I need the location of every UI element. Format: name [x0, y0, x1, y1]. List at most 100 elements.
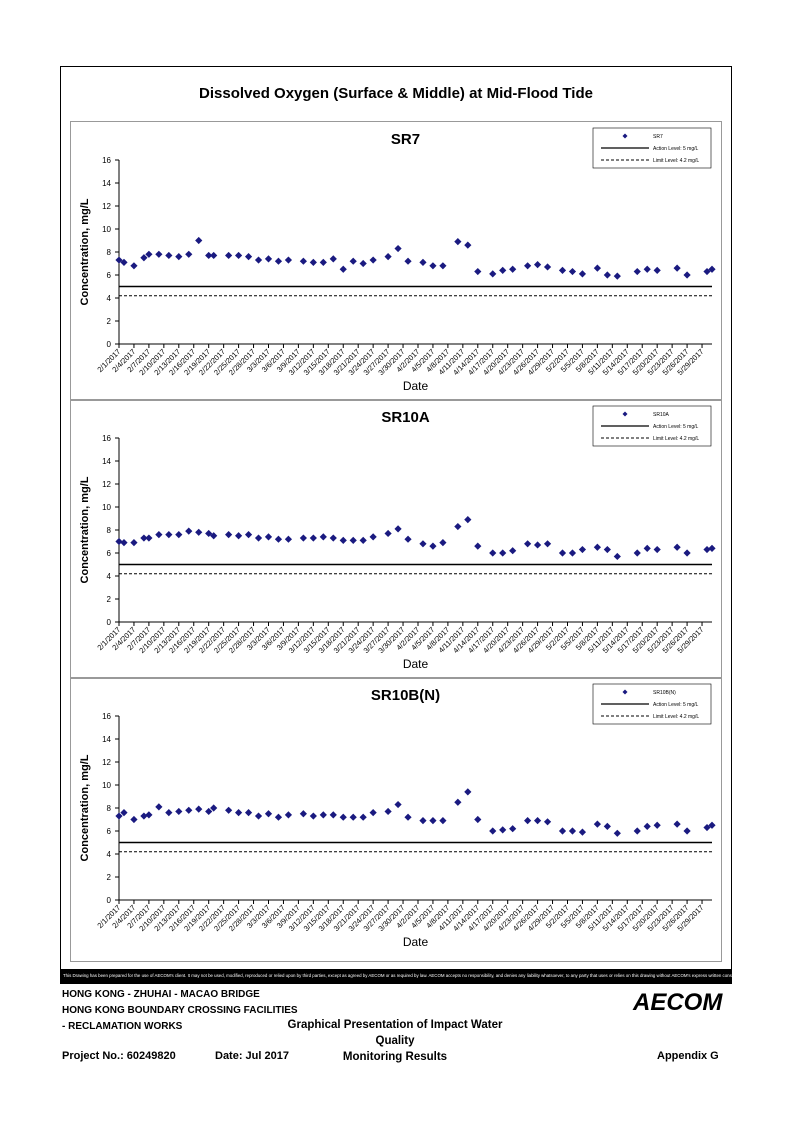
data-point [653, 545, 661, 554]
data-point [683, 827, 691, 835]
data-point [593, 543, 601, 551]
data-point [419, 817, 427, 825]
chart-svg-sr10a: SR10A02468101214162/1/20172/4/20172/7/20… [79, 405, 716, 671]
legend-entry-label: Limit Level: 4.2 mg/L [653, 436, 699, 442]
y-axis-label: Concentration, mg/L [79, 754, 91, 861]
data-point [394, 525, 402, 533]
y-tick-label: 8 [107, 804, 112, 813]
data-point [264, 810, 273, 818]
data-point [284, 811, 293, 819]
data-point [210, 804, 218, 812]
data-point [683, 271, 691, 279]
x-axis-label: Date [403, 379, 429, 393]
data-point [578, 545, 587, 554]
data-point [359, 259, 367, 268]
data-point [454, 238, 462, 246]
data-point [673, 543, 681, 551]
data-point [185, 250, 193, 258]
data-point [603, 271, 611, 279]
figure-title: Dissolved Oxygen (Surface & Middle) at M… [199, 85, 593, 102]
data-point [524, 262, 532, 270]
data-point [254, 812, 263, 820]
y-tick-label: 14 [102, 179, 111, 188]
data-point [464, 516, 472, 524]
data-point [165, 251, 173, 260]
data-point [369, 809, 377, 817]
data-point [264, 255, 273, 263]
data-point [339, 813, 347, 821]
data-point [708, 265, 716, 273]
data-point [419, 258, 427, 266]
y-tick-label: 10 [102, 503, 111, 512]
data-point [404, 257, 412, 265]
data-point [509, 547, 517, 555]
data-point [225, 251, 233, 260]
data-point [205, 251, 213, 260]
data-point [349, 536, 357, 544]
data-point [464, 241, 472, 249]
chart-title: SR10A [381, 409, 430, 426]
data-point [155, 531, 163, 539]
project-name-line2: HONG KONG BOUNDARY CROSSING FACILITIES [62, 1005, 298, 1016]
data-point [613, 272, 621, 280]
data-point [454, 522, 462, 531]
data-point [509, 825, 517, 833]
data-point [703, 545, 711, 554]
data-point [558, 827, 567, 835]
data-point [429, 542, 437, 550]
data-point [120, 539, 128, 547]
data-point [708, 544, 716, 552]
data-point [205, 807, 213, 816]
data-point [653, 266, 661, 274]
data-point [429, 817, 437, 825]
data-point [299, 810, 307, 818]
data-point [145, 534, 153, 542]
data-point [140, 534, 148, 542]
data-point [274, 535, 283, 543]
data-point [464, 788, 472, 796]
y-tick-label: 12 [102, 202, 111, 211]
data-point [558, 266, 567, 274]
data-point [155, 250, 163, 258]
y-tick-label: 0 [107, 618, 112, 627]
data-point [234, 809, 243, 817]
y-tick-label: 14 [102, 457, 111, 466]
drawing-title: Graphical Presentation of Impact Water Q… [270, 1017, 520, 1065]
y-tick-label: 4 [107, 850, 112, 859]
chart-panel-sr10a: SR10A 0 2 4 6 8 10 12 14 16 2/1/2017 2/4/2017 2/7/20… [70, 399, 722, 679]
y-tick-label: 12 [102, 758, 111, 767]
data-point [603, 545, 611, 554]
y-tick-label: 14 [102, 735, 111, 744]
data-point [673, 264, 681, 272]
y-tick-label: 8 [107, 526, 112, 535]
y-tick-label: 6 [107, 271, 112, 280]
data-point [613, 552, 621, 561]
drawing-title-line2: Monitoring Results [342, 1051, 448, 1063]
data-point [195, 528, 203, 536]
y-tick-label: 10 [102, 225, 111, 234]
data-point [274, 257, 283, 265]
data-point [175, 253, 183, 261]
data-point [299, 534, 307, 542]
data-point [568, 827, 577, 835]
data-point [165, 809, 173, 817]
y-tick-label: 6 [107, 549, 112, 558]
data-point [429, 262, 437, 270]
data-point [140, 812, 148, 820]
chart-title: SR10B(N) [371, 687, 440, 704]
y-tick-label: 10 [102, 781, 111, 790]
y-tick-label: 2 [107, 873, 112, 882]
data-point [568, 549, 577, 557]
legend-entry-label: Limit Level: 4.2 mg/L [653, 714, 699, 720]
data-point [115, 537, 123, 546]
data-point [474, 815, 482, 824]
data-point [603, 822, 611, 830]
y-axis-label: Concentration, mg/L [79, 198, 91, 305]
data-point [299, 257, 307, 265]
data-point [130, 815, 138, 824]
data-point [394, 244, 402, 253]
y-axis-label: Concentration, mg/L [79, 476, 91, 583]
data-point [309, 534, 317, 542]
data-point [509, 265, 517, 273]
data-point [439, 539, 447, 547]
